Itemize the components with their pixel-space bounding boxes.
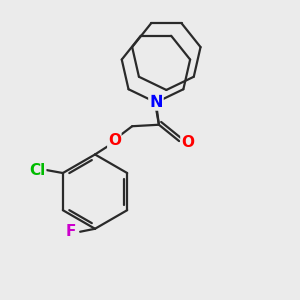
Text: Cl: Cl bbox=[29, 163, 46, 178]
Text: N: N bbox=[149, 94, 163, 109]
Text: O: O bbox=[108, 133, 121, 148]
Text: O: O bbox=[181, 135, 194, 150]
Text: F: F bbox=[66, 224, 76, 239]
Text: N: N bbox=[149, 95, 163, 110]
